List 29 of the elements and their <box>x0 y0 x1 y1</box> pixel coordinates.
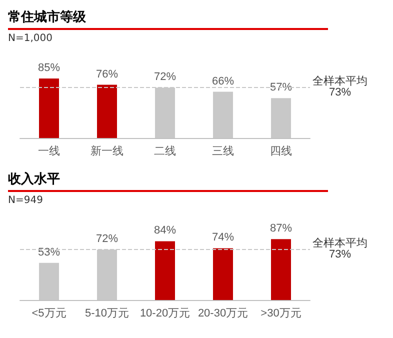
bar <box>155 241 175 300</box>
x-tick-label: 20-30万元 <box>198 308 248 320</box>
bar <box>39 78 59 138</box>
chart-title: 收入水平 <box>8 170 328 192</box>
chart-subtitle: N=949 <box>8 195 44 206</box>
bar <box>97 84 117 138</box>
data-label: 74% <box>212 232 234 244</box>
ref-line-label: 全样本平均 73% <box>312 236 368 260</box>
ref-line-label: 全样本平均 73% <box>312 74 368 98</box>
x-tick-label: 二线 <box>154 144 176 158</box>
data-label: 72% <box>154 71 176 84</box>
chart-title: 常住城市等级 <box>8 8 328 30</box>
x-tick-label: 一线 <box>38 144 60 158</box>
data-label: 66% <box>212 75 234 88</box>
data-label: 87% <box>270 222 292 235</box>
bar <box>271 239 291 300</box>
bar <box>213 248 233 300</box>
x-tick-label: 新一线 <box>90 144 124 158</box>
x-tick-label: 三线 <box>212 144 234 158</box>
data-label: 72% <box>96 233 118 246</box>
x-tick-label: 10-20万元 <box>140 308 190 320</box>
data-label: 85% <box>38 62 60 74</box>
data-label: 76% <box>96 68 118 80</box>
x-tick-label: >30万元 <box>260 308 302 320</box>
x-tick-label: 5-10万元 <box>84 308 130 320</box>
x-tick-label: 四线 <box>270 144 292 158</box>
chart-subtitle: N=1,000 <box>8 33 54 44</box>
x-tick-label: <5万元 <box>32 308 66 320</box>
data-label: 84% <box>154 224 176 237</box>
